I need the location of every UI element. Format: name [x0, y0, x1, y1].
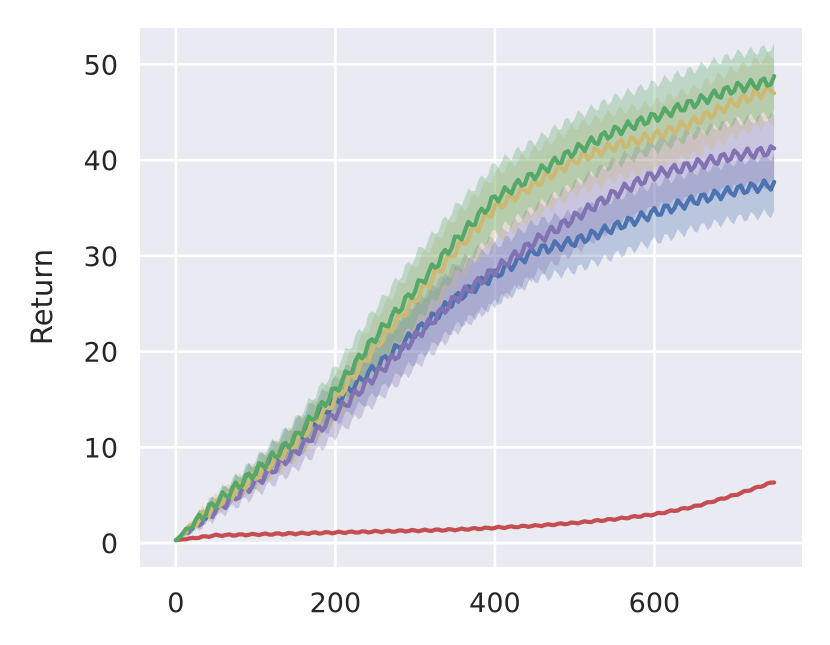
y-tick-label: 10: [84, 433, 118, 464]
x-tick-label: 0: [167, 588, 184, 619]
series-band: [175, 151, 775, 543]
x-tick-label: 400: [469, 588, 521, 619]
y-tick-labels: 0 10 20 30 40 50: [84, 50, 118, 560]
series-line: [173, 74, 777, 543]
x-tick-label: 200: [310, 588, 362, 619]
series-line: [173, 144, 777, 543]
series-line: [173, 480, 777, 543]
x-tick-label: 600: [629, 588, 681, 619]
y-tick-label: 20: [84, 338, 118, 369]
series-lines: [173, 74, 777, 543]
y-tick-label: 30: [84, 242, 118, 273]
x-tick-labels: 0 200 400 600: [167, 588, 680, 619]
series-band: [175, 112, 775, 543]
y-tick-label: 0: [101, 529, 118, 560]
y-axis-label: Return: [25, 249, 59, 345]
series-band: [175, 42, 775, 543]
y-tick-label: 50: [84, 50, 118, 81]
y-tick-label: 40: [84, 146, 118, 177]
grid: [140, 28, 802, 567]
